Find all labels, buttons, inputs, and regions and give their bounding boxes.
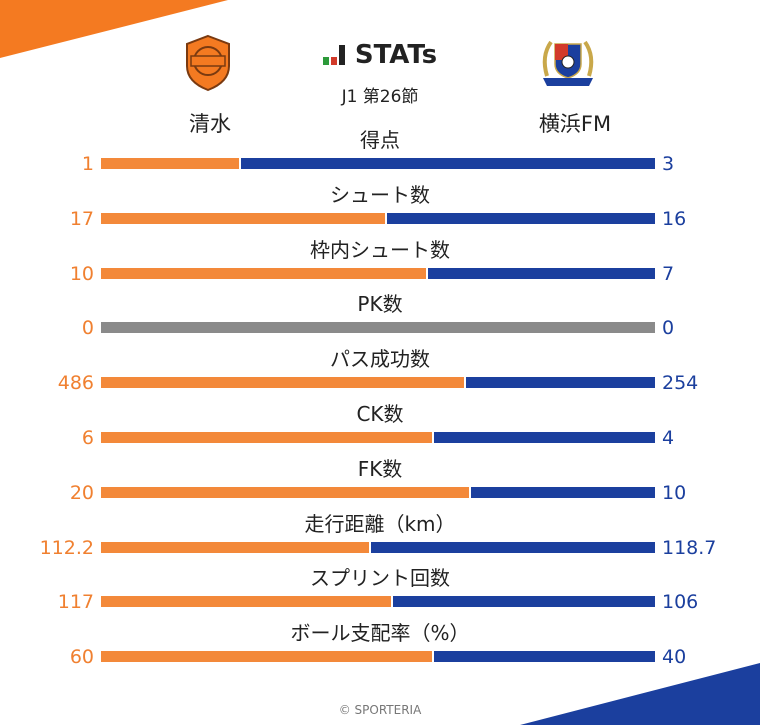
- stat-bar-away: [471, 486, 655, 498]
- stat-label: PK数: [357, 292, 403, 317]
- stat-bar-away: [466, 377, 655, 389]
- home-value: 0: [81, 317, 94, 340]
- home-team-crest-icon: [186, 34, 230, 92]
- home-value: 486: [57, 372, 94, 395]
- stat-bar-empty: [101, 322, 655, 334]
- home-team-name: 清水: [189, 112, 231, 136]
- stat-bar-home: [101, 267, 426, 279]
- stat-label: 得点: [360, 128, 400, 152]
- title-text: STATs: [354, 40, 438, 70]
- away-value: 0: [662, 317, 675, 340]
- round-label: J1 第26節: [341, 87, 419, 107]
- away-value: 106: [662, 591, 699, 614]
- home-value: 60: [69, 646, 94, 669]
- away-team-crest-icon: [542, 40, 594, 86]
- away-value: 10: [662, 481, 687, 504]
- home-value: 1: [81, 153, 94, 175]
- corner-decoration-bottom-right: [520, 663, 760, 725]
- stat-label: ボール支配率（%）: [290, 621, 470, 646]
- stat-label: CK数: [356, 402, 404, 426]
- stat-bar-away: [393, 596, 655, 608]
- page-title: STATs: [0, 40, 760, 70]
- stat-label: 走行距離（km）: [304, 511, 456, 536]
- home-value: 20: [69, 481, 94, 504]
- home-value: 117: [57, 591, 94, 614]
- away-value: 40: [662, 646, 687, 669]
- home-value: 10: [69, 262, 94, 285]
- away-value: 7: [662, 262, 675, 285]
- stat-label: シュート数: [330, 182, 430, 207]
- footer-credit: © SPORTERIA: [338, 703, 422, 717]
- stat-bar-home: [101, 377, 464, 389]
- stat-bar-home: [101, 596, 391, 608]
- stat-bar-away: [434, 432, 655, 443]
- corner-decoration-top-left: [0, 0, 228, 58]
- away-team-name: 横浜FM: [538, 112, 612, 136]
- away-value: 4: [662, 427, 675, 449]
- stats-logo-icon: [322, 45, 347, 65]
- stat-bar-away: [371, 541, 655, 553]
- home-value: 6: [81, 427, 94, 449]
- away-value: 16: [662, 207, 687, 230]
- home-value: 112.2: [39, 536, 94, 559]
- stat-bar-away: [241, 158, 655, 169]
- away-value: 118.7: [662, 536, 717, 559]
- stat-bar-home: [101, 541, 369, 553]
- stat-bar-away: [387, 212, 655, 224]
- stat-bar-home: [101, 158, 239, 169]
- home-value: 17: [69, 207, 94, 230]
- stat-bar-home: [101, 486, 469, 498]
- stat-bar-home: [101, 432, 432, 443]
- stat-bar-away: [428, 267, 655, 279]
- stat-bar-home: [101, 212, 385, 224]
- stat-label: スプリント回数: [310, 566, 450, 591]
- away-value: 254: [662, 372, 699, 395]
- stat-bar-away: [434, 651, 655, 663]
- away-value: 3: [662, 153, 675, 175]
- stat-label: FK数: [357, 456, 403, 481]
- stat-label: パス成功数: [330, 347, 430, 372]
- stat-label: 枠内シュート数: [310, 237, 450, 262]
- stat-bar-home: [101, 651, 432, 663]
